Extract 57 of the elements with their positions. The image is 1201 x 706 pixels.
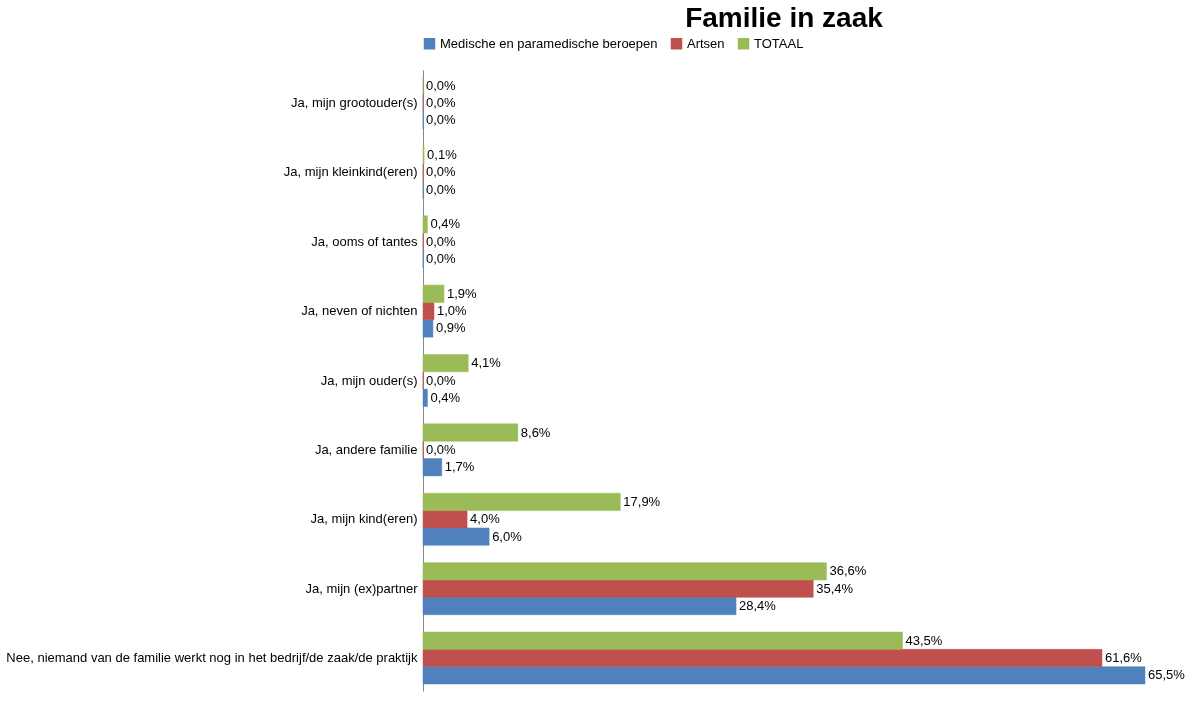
legend-label: Artsen [687,35,725,51]
bar [422,527,490,546]
data-label: 4,1% [471,355,502,371]
data-label: 35,4% [816,580,854,596]
bar [422,562,827,581]
bar [422,354,469,373]
data-label: 65,5% [1148,667,1186,683]
bar [422,579,814,598]
bar [422,284,445,303]
bar [422,510,468,529]
data-label: 1,7% [444,459,475,475]
y-tick-label: Ja, mijn ouder(s) [320,372,418,388]
data-label: 0,0% [426,441,457,457]
bar [422,458,442,477]
bar [422,631,903,650]
data-label: 0,0% [426,77,457,93]
data-label: 43,5% [905,632,943,648]
data-label: 0,1% [427,147,458,162]
bar [422,493,621,511]
data-label: 8,6% [520,424,551,440]
data-label: 0,0% [426,164,457,180]
legend-label: TOTAAL [754,35,804,51]
bar [422,388,428,407]
data-label: 17,9% [623,493,661,509]
data-label: 4,0% [470,511,501,527]
y-tick-label: Ja, mijn kleinkind(eren) [283,164,418,180]
bar [422,597,737,615]
data-label: 0,4% [430,216,461,232]
data-label: 0,0% [426,233,457,249]
data-label: 0,4% [430,389,461,405]
data-label: 0,0% [426,251,457,267]
bar [422,302,435,321]
y-tick-label: Ja, andere familie [314,441,418,457]
data-label: 0,0% [426,112,457,128]
legend-label: Medische en paramedische beroepen [440,35,658,51]
data-label: 0,0% [426,181,457,197]
data-label: 6,0% [492,528,523,544]
data-label: 0,9% [435,320,466,336]
bar [422,215,428,234]
bar [422,666,1146,685]
data-label: 1,9% [446,285,478,301]
bar [422,649,1103,667]
data-label: 61,6% [1105,650,1143,666]
chart-title: Familie in zaak [685,2,884,33]
y-tick-label: Ja, mijn grootouder(s) [291,94,418,110]
y-tick-label: Ja, mijn (ex)partner [305,580,419,596]
y-tick-label: Ja, neven of nichten [301,303,418,319]
y-tick-label: Ja, ooms of tantes [311,233,418,249]
data-label: 36,6% [829,563,867,579]
data-label: 0,0% [426,372,457,388]
data-label: 28,4% [739,598,777,613]
bar [422,319,434,338]
bar [422,423,519,442]
y-tick-label: Ja, mijn kind(eren) [310,511,418,527]
data-label: 1,0% [437,303,468,319]
data-label: 0,0% [426,94,457,110]
y-tick-label: Nee, niemand van de familie werkt nog in het bedrijf/de zaak/de praktijk [6,650,418,666]
